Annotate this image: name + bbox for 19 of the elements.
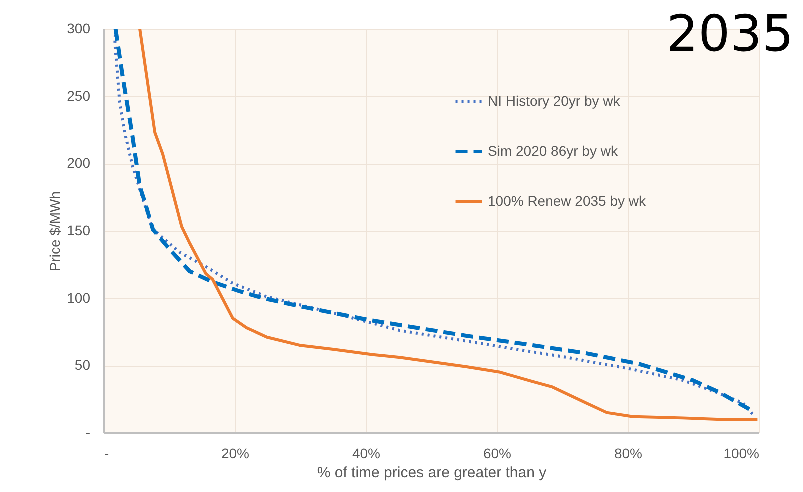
y-tick-label: 250 (67, 88, 91, 104)
y-tick-label: 150 (67, 222, 91, 238)
x-tick-label: 60% (483, 446, 512, 462)
y-tick-label: 50 (74, 357, 91, 374)
x-tick-label: - (104, 446, 110, 462)
y-tick-label: 100 (67, 290, 91, 306)
x-tick-label: 100% (724, 446, 760, 462)
legend-label: 100% Renew 2035 by wk (488, 193, 647, 209)
y-axis-title: Price $/MWh (47, 191, 64, 272)
y-tick-label: 200 (67, 155, 91, 172)
y-tick-label: 300 (67, 20, 91, 36)
x-tick-label: 80% (614, 446, 643, 462)
legend-label: Sim 2020 86yr by wk (488, 143, 619, 159)
annotation: 2035 (666, 5, 794, 63)
legend-label: NI History 20yr by wk (488, 93, 622, 109)
y-tick-label: - (86, 424, 91, 440)
x-tick-label: 20% (221, 446, 250, 462)
x-axis-title: % of time prices are greater than y (317, 464, 548, 482)
x-tick-label: 40% (352, 446, 381, 462)
